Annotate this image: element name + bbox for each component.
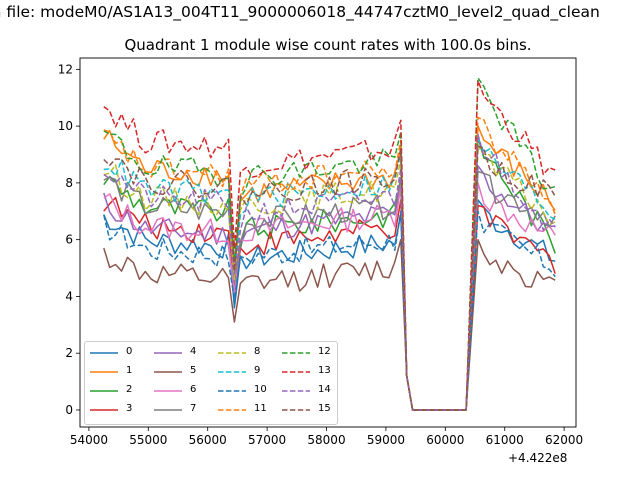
series-line-10 [103, 210, 556, 411]
legend-swatch [90, 371, 118, 373]
x-tick-label: 61000 [486, 433, 524, 447]
series-line-0 [103, 199, 556, 411]
x-tick-label: 57000 [248, 433, 286, 447]
legend-label: 1 [126, 365, 133, 376]
series-line-15 [103, 145, 556, 411]
y-tick-label: 6 [65, 233, 73, 247]
series-line-9 [103, 136, 556, 411]
legend-swatch [282, 390, 310, 392]
legend-label: 8 [254, 346, 261, 357]
chart-title: Quadrant 1 module wise count rates with … [124, 36, 532, 54]
legend-swatch [154, 409, 182, 411]
y-tick-label: 4 [65, 289, 73, 303]
series-line-3 [103, 196, 556, 411]
y-tick-label: 10 [58, 119, 73, 133]
x-tick-label: 55000 [129, 433, 167, 447]
legend-label: 6 [190, 384, 197, 395]
y-tick-label: 0 [65, 403, 73, 417]
legend-label: 13 [318, 365, 331, 376]
x-tick-label: 56000 [189, 433, 227, 447]
legend-label: 3 [126, 403, 133, 414]
y-tick-label: 8 [65, 176, 73, 190]
x-tick-label: 59000 [367, 433, 405, 447]
legend-label: 9 [254, 365, 261, 376]
series-line-12 [103, 77, 556, 411]
x-tick-label: 60000 [426, 433, 464, 447]
series-line-4 [103, 165, 556, 411]
series-line-13 [103, 79, 556, 411]
figure-suptitle: a file: modeM0/AS1A13_004T11_9000006018_… [0, 3, 600, 21]
y-axis: 0 2 4 6 8 10 12 [58, 62, 80, 417]
legend-swatch [282, 352, 310, 354]
series-line-14 [103, 133, 556, 411]
legend-swatch [218, 409, 246, 411]
x-axis: 54000 55000 56000 57000 58000 59000 60000 61000… [70, 427, 583, 447]
x-tick-label: 62000 [545, 433, 583, 447]
legend-label: 11 [254, 403, 267, 414]
legend: 0 1 2 3 4 5 6 7 8 9 10 11 12 13 14 15 [84, 341, 338, 425]
legend-swatch [218, 371, 246, 373]
legend-swatch [154, 352, 182, 354]
legend-label: 10 [254, 384, 267, 395]
legend-label: 2 [126, 384, 133, 395]
x-tick-label: 54000 [70, 433, 108, 447]
legend-label: 7 [190, 403, 197, 414]
y-tick-label: 2 [65, 346, 73, 360]
series-line-6 [103, 182, 556, 411]
axes-frame [79, 57, 577, 428]
series-line-11 [103, 116, 556, 411]
legend-swatch [218, 390, 246, 392]
legend-swatch [282, 371, 310, 373]
legend-label: 0 [126, 346, 133, 357]
legend-swatch [90, 409, 118, 411]
legend-swatch [218, 352, 246, 354]
legend-label: 15 [318, 403, 331, 414]
x-tick-label: 58000 [307, 433, 345, 447]
y-tick-label: 12 [58, 62, 73, 76]
series-line-7 [103, 170, 556, 411]
legend-swatch [90, 352, 118, 354]
legend-label: 4 [190, 346, 197, 357]
legend-swatch [282, 409, 310, 411]
x-offset-label: +4.422e8 [508, 451, 568, 465]
legend-swatch [154, 390, 182, 392]
legend-label: 14 [318, 384, 331, 395]
legend-label: 12 [318, 346, 331, 357]
legend-swatch [90, 390, 118, 392]
legend-label: 5 [190, 365, 197, 376]
series-line-5 [103, 238, 556, 411]
legend-swatch [154, 371, 182, 373]
